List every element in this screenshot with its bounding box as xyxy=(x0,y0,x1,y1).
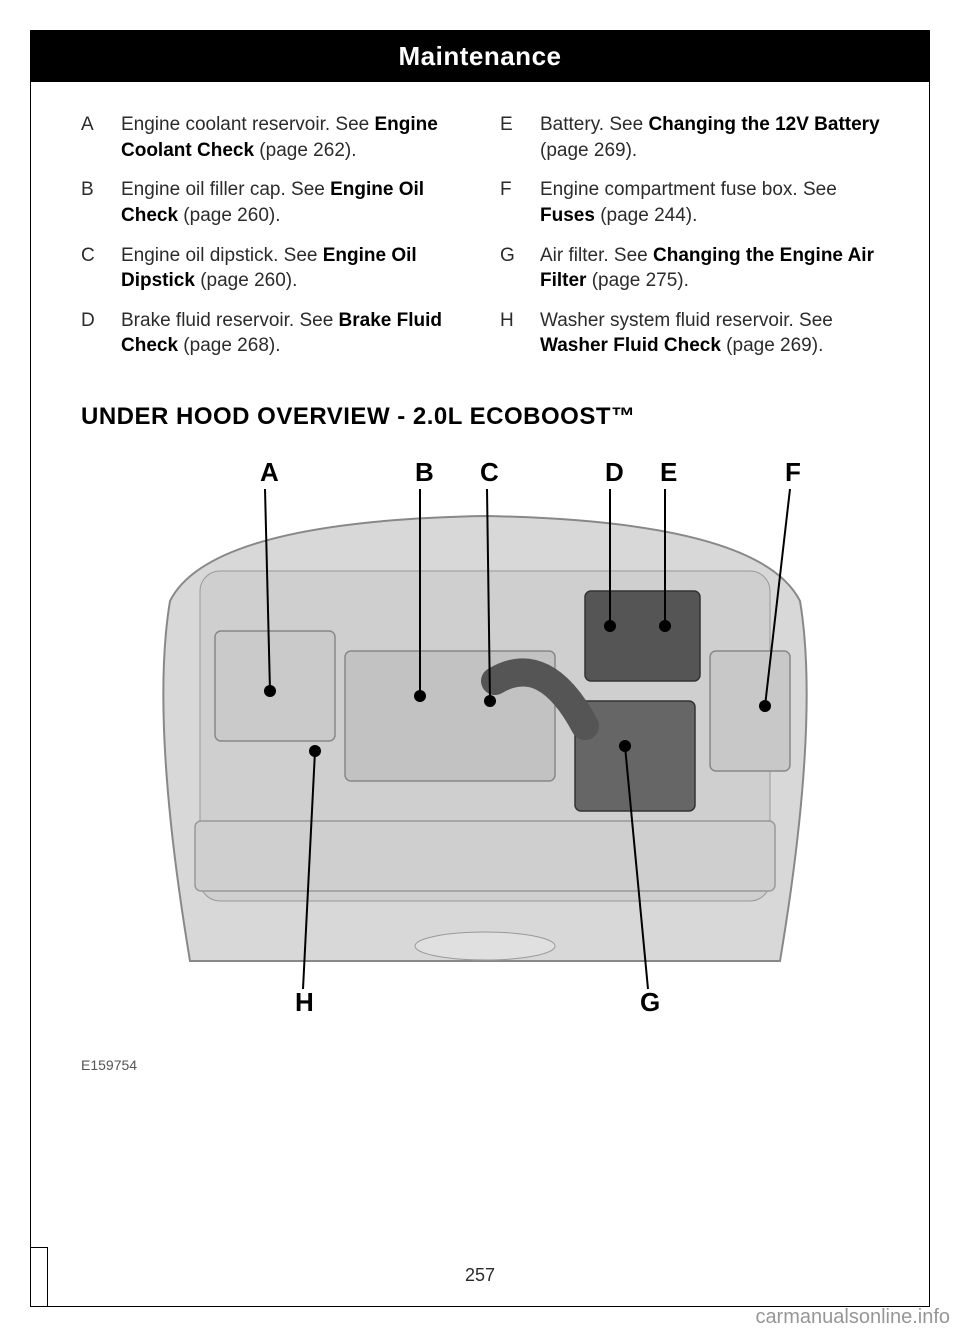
page-edge-tab xyxy=(30,1247,48,1307)
callout-item: BEngine oil filler cap. See Engine Oil C… xyxy=(81,177,470,228)
callout-text: Engine compartment fuse box. See Fuses (… xyxy=(540,177,889,228)
callout-text: Battery. See Changing the 12V Battery (p… xyxy=(540,112,889,163)
svg-text:F: F xyxy=(785,457,801,487)
page-frame: Maintenance AEngine coolant reservoir. S… xyxy=(30,30,930,1307)
svg-text:H: H xyxy=(295,987,314,1017)
svg-text:E: E xyxy=(660,457,677,487)
engine-diagram: A B C D E F H G xyxy=(95,451,875,1051)
callout-letter: G xyxy=(500,243,540,294)
callout-list: AEngine coolant reservoir. See Engine Co… xyxy=(81,112,889,373)
image-reference-code: E159754 xyxy=(81,1057,889,1073)
callout-text: Engine oil filler cap. See Engine Oil Ch… xyxy=(121,177,470,228)
callout-letter: F xyxy=(500,177,540,228)
svg-text:A: A xyxy=(260,457,279,487)
callout-item: EBattery. See Changing the 12V Battery (… xyxy=(500,112,889,163)
callout-item: CEngine oil dipstick. See Engine Oil Dip… xyxy=(81,243,470,294)
callout-letter: D xyxy=(81,308,121,359)
callout-item: AEngine coolant reservoir. See Engine Co… xyxy=(81,112,470,163)
svg-text:B: B xyxy=(415,457,434,487)
callout-col-right: EBattery. See Changing the 12V Battery (… xyxy=(500,112,889,373)
callout-text: Washer system fluid reservoir. See Washe… xyxy=(540,308,889,359)
callout-item: GAir filter. See Changing the Engine Air… xyxy=(500,243,889,294)
callout-item: FEngine compartment fuse box. See Fuses … xyxy=(500,177,889,228)
svg-text:G: G xyxy=(640,987,660,1017)
callout-text: Brake fluid reservoir. See Brake Fluid C… xyxy=(121,308,470,359)
callout-text: Engine coolant reservoir. See Engine Coo… xyxy=(121,112,470,163)
callout-letter: B xyxy=(81,177,121,228)
watermark-text: carmanualsonline.info xyxy=(755,1306,950,1329)
callout-letter: C xyxy=(81,243,121,294)
header-title: Maintenance xyxy=(31,31,929,82)
page-number: 257 xyxy=(31,1265,929,1286)
callout-letter: A xyxy=(81,112,121,163)
callout-col-left: AEngine coolant reservoir. See Engine Co… xyxy=(81,112,470,373)
callout-item: HWasher system fluid reservoir. See Wash… xyxy=(500,308,889,359)
callout-letter: E xyxy=(500,112,540,163)
callout-item: DBrake fluid reservoir. See Brake Fluid … xyxy=(81,308,470,359)
content-area: AEngine coolant reservoir. See Engine Co… xyxy=(31,82,929,1093)
callout-text: Air filter. See Changing the Engine Air … xyxy=(540,243,889,294)
callout-text: Engine oil dipstick. See Engine Oil Dips… xyxy=(121,243,470,294)
section-heading: UNDER HOOD OVERVIEW - 2.0L ECOBOOST™ xyxy=(81,403,889,431)
svg-text:D: D xyxy=(605,457,624,487)
callout-letter: H xyxy=(500,308,540,359)
svg-text:C: C xyxy=(480,457,499,487)
engine-diagram-wrap: A B C D E F H G E159754 xyxy=(81,451,889,1073)
